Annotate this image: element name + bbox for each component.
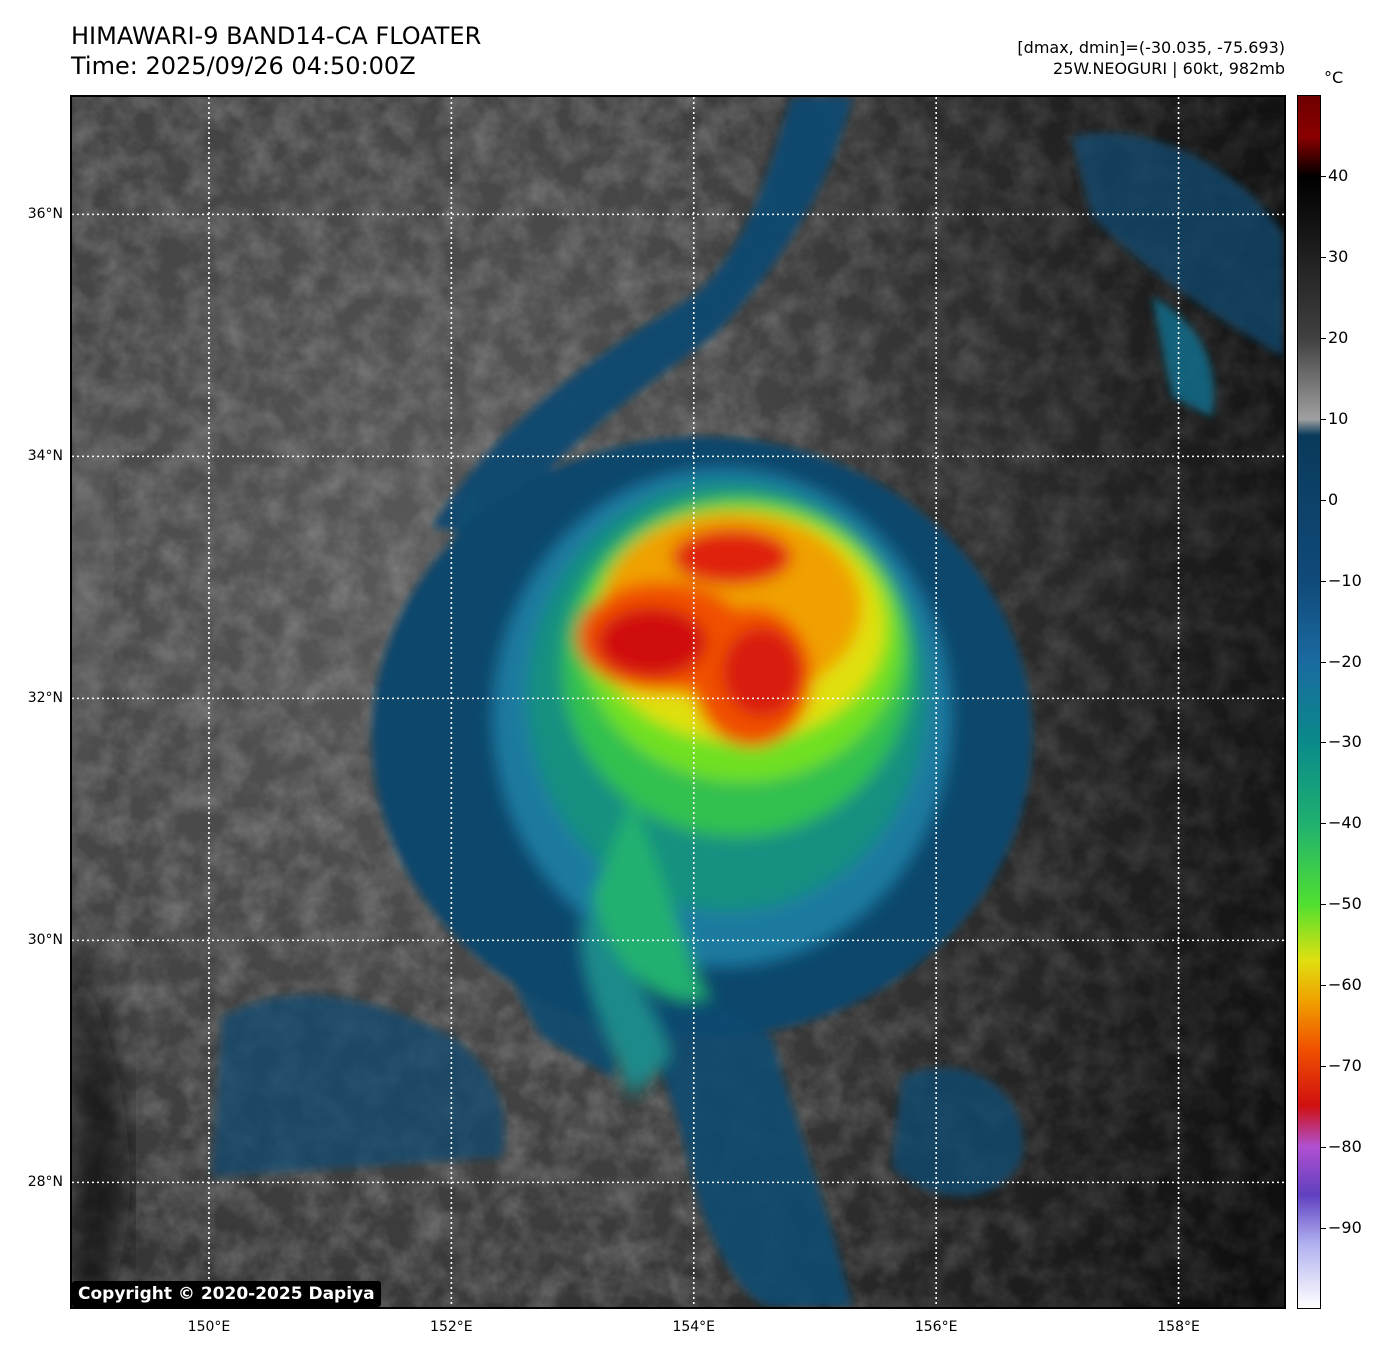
copyright-notice: Copyright © 2020-2025 Dapiya: [72, 1281, 381, 1307]
colorbar-tick: [1321, 419, 1326, 420]
satellite-map: [70, 95, 1286, 1309]
colorbar-tick-label: 20: [1328, 328, 1349, 347]
dmax-dmin-readout: [dmax, dmin]=(-30.035, -75.693): [1017, 38, 1285, 57]
storm-info: 25W.NEOGURI | 60kt, 982mb: [1053, 59, 1285, 78]
observation-time: Time: 2025/09/26 04:50:00Z: [71, 52, 416, 80]
latitude-label: 36°N: [27, 206, 63, 223]
chart-title: HIMAWARI-9 BAND14-CA FLOATER: [71, 22, 482, 50]
colorbar-tick: [1321, 257, 1326, 258]
latitude-label: 30°N: [27, 932, 63, 949]
colorbar-tick-label: −40: [1328, 813, 1362, 832]
colorbar: [1297, 95, 1321, 1309]
colorbar-tick: [1321, 1228, 1326, 1229]
colorbar-tick-label: −80: [1328, 1137, 1362, 1156]
colorbar-tick: [1321, 1066, 1326, 1067]
colorbar-tick-label: 40: [1328, 166, 1349, 185]
latitude-label: 28°N: [27, 1174, 63, 1191]
colorbar-tick: [1321, 823, 1326, 824]
graticule: [72, 97, 1284, 1307]
colorbar-tick: [1321, 662, 1326, 663]
colorbar-tick-label: 10: [1328, 409, 1349, 428]
colorbar-tick: [1321, 1147, 1326, 1148]
colorbar-tick-label: 0: [1328, 490, 1339, 509]
colorbar-tick: [1321, 500, 1326, 501]
colorbar-unit: °C: [1324, 68, 1344, 87]
latitude-label: 32°N: [27, 690, 63, 707]
colorbar-tick: [1321, 904, 1326, 905]
latitude-label: 34°N: [27, 448, 63, 465]
longitude-label: 154°E: [672, 1319, 716, 1335]
colorbar-tick: [1321, 742, 1326, 743]
colorbar-tick: [1321, 581, 1326, 582]
longitude-label: 156°E: [914, 1319, 958, 1335]
colorbar-tick: [1321, 176, 1326, 177]
colorbar-tick-label: −70: [1328, 1056, 1362, 1075]
colorbar-tick-label: −90: [1328, 1218, 1362, 1237]
colorbar-tick-label: −30: [1328, 732, 1362, 751]
satellite-imagery: [72, 97, 1284, 1307]
colorbar-tick-label: −50: [1328, 894, 1362, 913]
colorbar-tick: [1321, 338, 1326, 339]
longitude-label: 152°E: [430, 1319, 473, 1335]
colorbar-tick-label: 30: [1328, 247, 1349, 266]
storm-cold-cloud-tops: [492, 467, 952, 1097]
colorbar-tick-label: −60: [1328, 975, 1362, 994]
longitude-label: 150°E: [187, 1319, 231, 1335]
longitude-label: 158°E: [1157, 1319, 1200, 1335]
colorbar-tick: [1321, 985, 1326, 986]
colorbar-tick-label: −20: [1328, 652, 1362, 671]
colorbar-tick-label: −10: [1328, 571, 1362, 590]
